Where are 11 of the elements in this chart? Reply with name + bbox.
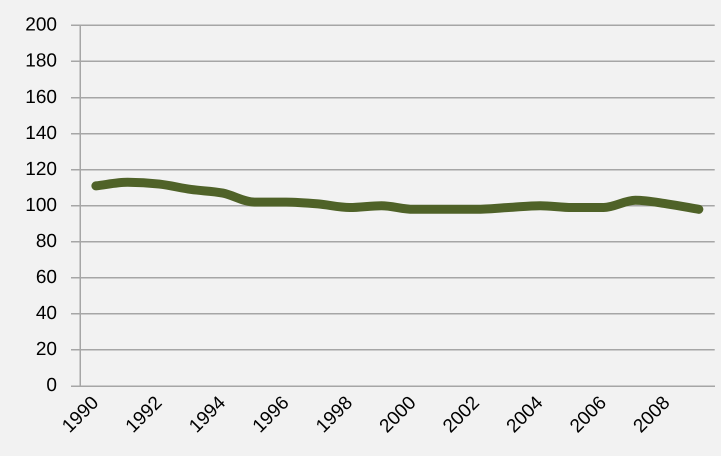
y-tick-label: 0 xyxy=(46,375,57,396)
y-tick-label: 160 xyxy=(25,86,57,108)
y-tick-label: 40 xyxy=(36,303,57,324)
y-tick-label: 60 xyxy=(36,267,57,288)
y-tick-label: 120 xyxy=(25,158,57,180)
y-tick-label: 200 xyxy=(25,14,57,36)
y-tick-label: 140 xyxy=(25,122,57,144)
y-tick-label: 20 xyxy=(36,339,57,360)
y-tick-label: 180 xyxy=(25,50,57,72)
y-tick-label: 100 xyxy=(25,194,57,216)
y-tick-label: 80 xyxy=(36,230,57,252)
